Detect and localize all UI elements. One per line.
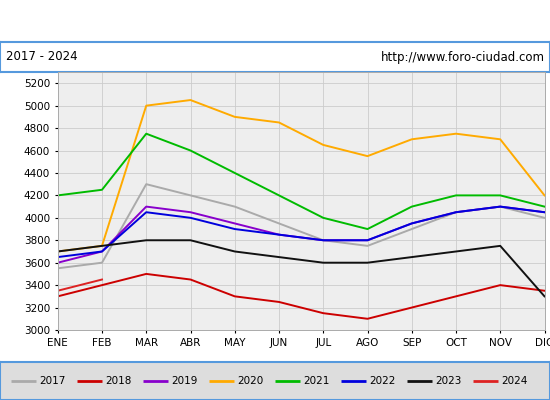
Text: http://www.foro-ciudad.com: http://www.foro-ciudad.com	[381, 50, 544, 64]
Text: 2017 - 2024: 2017 - 2024	[6, 50, 77, 64]
Text: 2019: 2019	[172, 376, 198, 386]
Text: 2022: 2022	[370, 376, 396, 386]
Text: 2020: 2020	[238, 376, 264, 386]
Text: 2018: 2018	[106, 376, 132, 386]
Text: 2024: 2024	[502, 376, 528, 386]
Text: 2021: 2021	[304, 376, 330, 386]
Text: 2023: 2023	[436, 376, 462, 386]
Text: 2017: 2017	[40, 376, 66, 386]
Text: Evolucion del paro registrado en Andújar: Evolucion del paro registrado en Andújar	[125, 13, 425, 29]
